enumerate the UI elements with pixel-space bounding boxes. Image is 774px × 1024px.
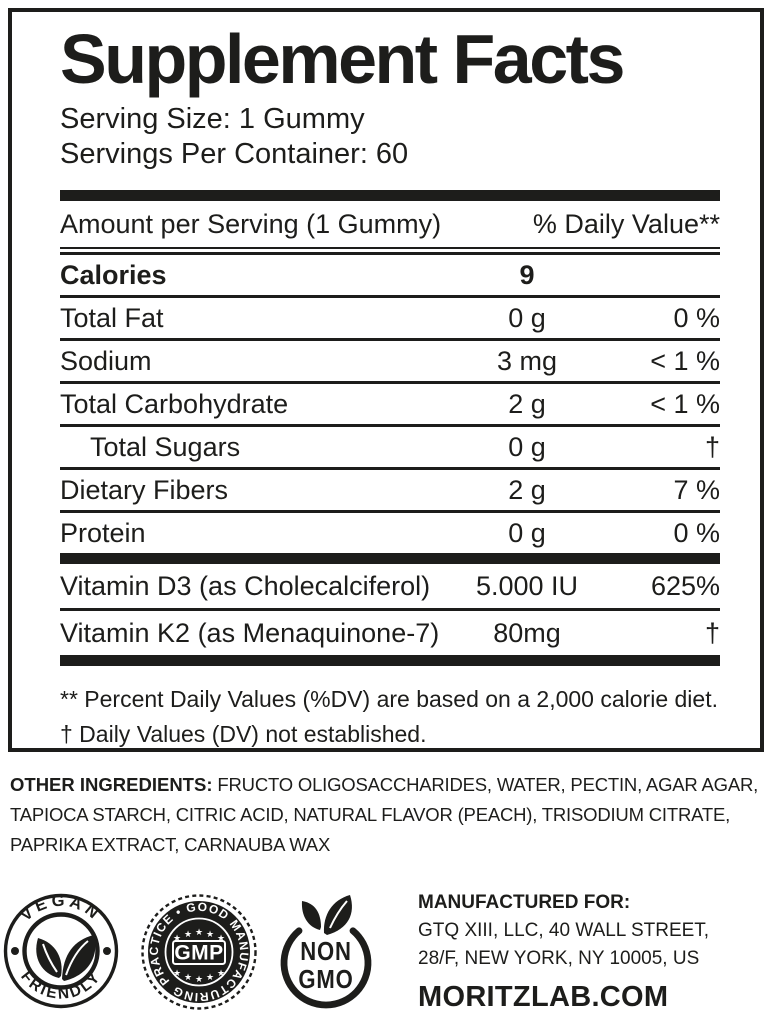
macro-vitamin-divider xyxy=(60,553,720,564)
row-sodium: Sodium 3 mg < 1 % xyxy=(60,341,720,384)
footnotes: ** Percent Daily Values (%DV) are based … xyxy=(60,682,720,752)
other-ingredients: OTHER INGREDIENTS: FRUCTO OLIGOSACCHARID… xyxy=(10,770,770,860)
row-total-sugars: Total Sugars 0 g † xyxy=(60,427,720,470)
serving-info: Serving Size: 1 Gummy Servings Per Conta… xyxy=(60,102,720,172)
svg-text:★: ★ xyxy=(217,968,225,978)
svg-text:★: ★ xyxy=(173,968,181,978)
row-vitamin-d3: Vitamin D3 (as Cholecalciferol) 5.000 IU… xyxy=(60,564,720,611)
svg-text:★: ★ xyxy=(217,933,225,943)
svg-text:★: ★ xyxy=(173,933,181,943)
footnote-dagger: † Daily Values (DV) not established. xyxy=(60,721,427,747)
leaf-icon xyxy=(301,901,321,930)
vegan-friendly-badge: VEGAN FRIENDLY xyxy=(2,892,120,1010)
svg-text:★: ★ xyxy=(195,927,203,937)
svg-text:★: ★ xyxy=(206,929,214,939)
svg-text:NON: NON xyxy=(300,937,352,966)
non-gmo-icon: NON GMO xyxy=(280,895,372,1009)
manufactured-for-label: MANUFACTURED FOR: xyxy=(418,892,631,913)
header-amount-label: Amount per Serving (1 Gummy) xyxy=(60,209,442,239)
row-protein: Protein 0 g 0 % xyxy=(60,518,720,548)
svg-text:GMO: GMO xyxy=(298,965,353,994)
table-bottom-bar xyxy=(60,655,720,666)
other-ingredients-label: OTHER INGREDIENTS: xyxy=(10,774,213,795)
table-top-bar xyxy=(60,190,720,201)
row-vitamin-k2: Vitamin K2 (as Menaquinone-7) 80mg † xyxy=(60,618,720,648)
manufacturer-address-line2: 28/F, NEW YORK, NY 10005, US xyxy=(418,948,700,969)
header-dv-label: % Daily Value** xyxy=(532,209,720,239)
row-total-fat: Total Fat 0 g 0 % xyxy=(60,298,720,341)
svg-text:★: ★ xyxy=(184,929,192,939)
svg-text:★: ★ xyxy=(206,972,214,982)
table-header-row: Amount per Serving (1 Gummy) % Daily Val… xyxy=(60,201,720,247)
panel-title: Supplement Facts xyxy=(60,20,625,98)
serving-size: Serving Size: 1 Gummy xyxy=(60,103,365,135)
row-dietary-fibers: Dietary Fibers 2 g 7 % xyxy=(60,470,720,513)
gmp-badge: PRACTICE • GOOD MANUFACTURING ★ ★ ★ ★ ★ … xyxy=(138,891,260,1013)
other-ingredients-text: FRUCTO OLIGOSACCHARIDES, WATER, PECTIN, … xyxy=(10,774,759,855)
gmp-icon: PRACTICE • GOOD MANUFACTURING ★ ★ ★ ★ ★ … xyxy=(141,894,257,1010)
header-divider xyxy=(60,247,720,255)
row-total-carbohydrate: Total Carbohydrate 2 g < 1 % xyxy=(60,384,720,427)
nutrition-table: Amount per Serving (1 Gummy) % Daily Val… xyxy=(60,190,720,666)
servings-per-container: Servings Per Container: 60 xyxy=(60,138,409,170)
manufacturer-website: MORITZLAB.COM xyxy=(418,981,669,1013)
vegan-friendly-icon: VEGAN FRIENDLY xyxy=(3,892,119,1009)
supplement-facts-panel: Supplement Facts Serving Size: 1 Gummy S… xyxy=(8,8,764,752)
svg-text:VEGAN: VEGAN xyxy=(17,892,105,925)
non-gmo-badge: NON GMO xyxy=(274,890,378,1014)
manufacturer-address-line1: GTQ XIII, LLC, 40 WALL STREET, xyxy=(418,920,710,941)
footnote-daily-values: ** Percent Daily Values (%DV) are based … xyxy=(60,686,718,712)
row-calories: Calories 9 xyxy=(60,255,720,298)
svg-text:★: ★ xyxy=(184,972,192,982)
manufacturer-block: MANUFACTURED FOR: GTQ XIII, LLC, 40 WALL… xyxy=(418,888,768,1014)
svg-text:★: ★ xyxy=(195,974,203,984)
svg-text:GMP: GMP xyxy=(174,942,223,965)
leaf-icon xyxy=(62,935,96,981)
